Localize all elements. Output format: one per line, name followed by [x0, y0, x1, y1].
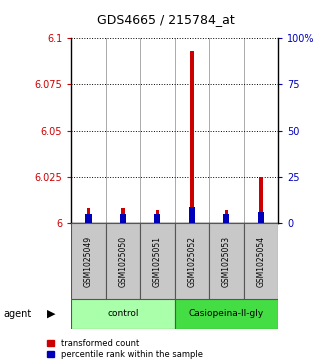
Bar: [244, 223, 278, 299]
Bar: [154, 214, 161, 223]
Bar: [85, 214, 91, 223]
Bar: [87, 208, 90, 223]
Text: GSM1025050: GSM1025050: [118, 236, 127, 287]
Bar: [71, 223, 106, 299]
Bar: [120, 214, 126, 223]
Bar: [174, 299, 278, 329]
Bar: [189, 207, 195, 223]
Text: GDS4665 / 215784_at: GDS4665 / 215784_at: [97, 13, 234, 26]
Legend: transformed count, percentile rank within the sample: transformed count, percentile rank withi…: [47, 339, 203, 359]
Text: ▶: ▶: [47, 309, 56, 319]
Bar: [140, 223, 174, 299]
Text: GSM1025053: GSM1025053: [222, 236, 231, 287]
Text: control: control: [107, 310, 139, 318]
Bar: [174, 223, 209, 299]
Bar: [225, 210, 228, 223]
Bar: [258, 212, 264, 223]
Text: GSM1025051: GSM1025051: [153, 236, 162, 287]
Bar: [223, 214, 229, 223]
Text: GSM1025049: GSM1025049: [84, 236, 93, 287]
Bar: [156, 210, 159, 223]
Text: GSM1025052: GSM1025052: [187, 236, 196, 287]
Bar: [259, 177, 262, 223]
Text: agent: agent: [3, 309, 31, 319]
Bar: [190, 51, 194, 223]
Bar: [71, 299, 174, 329]
Bar: [209, 223, 244, 299]
Text: GSM1025054: GSM1025054: [256, 236, 265, 287]
Bar: [106, 223, 140, 299]
Text: Casiopeina-II-gly: Casiopeina-II-gly: [189, 310, 264, 318]
Bar: [121, 208, 124, 223]
